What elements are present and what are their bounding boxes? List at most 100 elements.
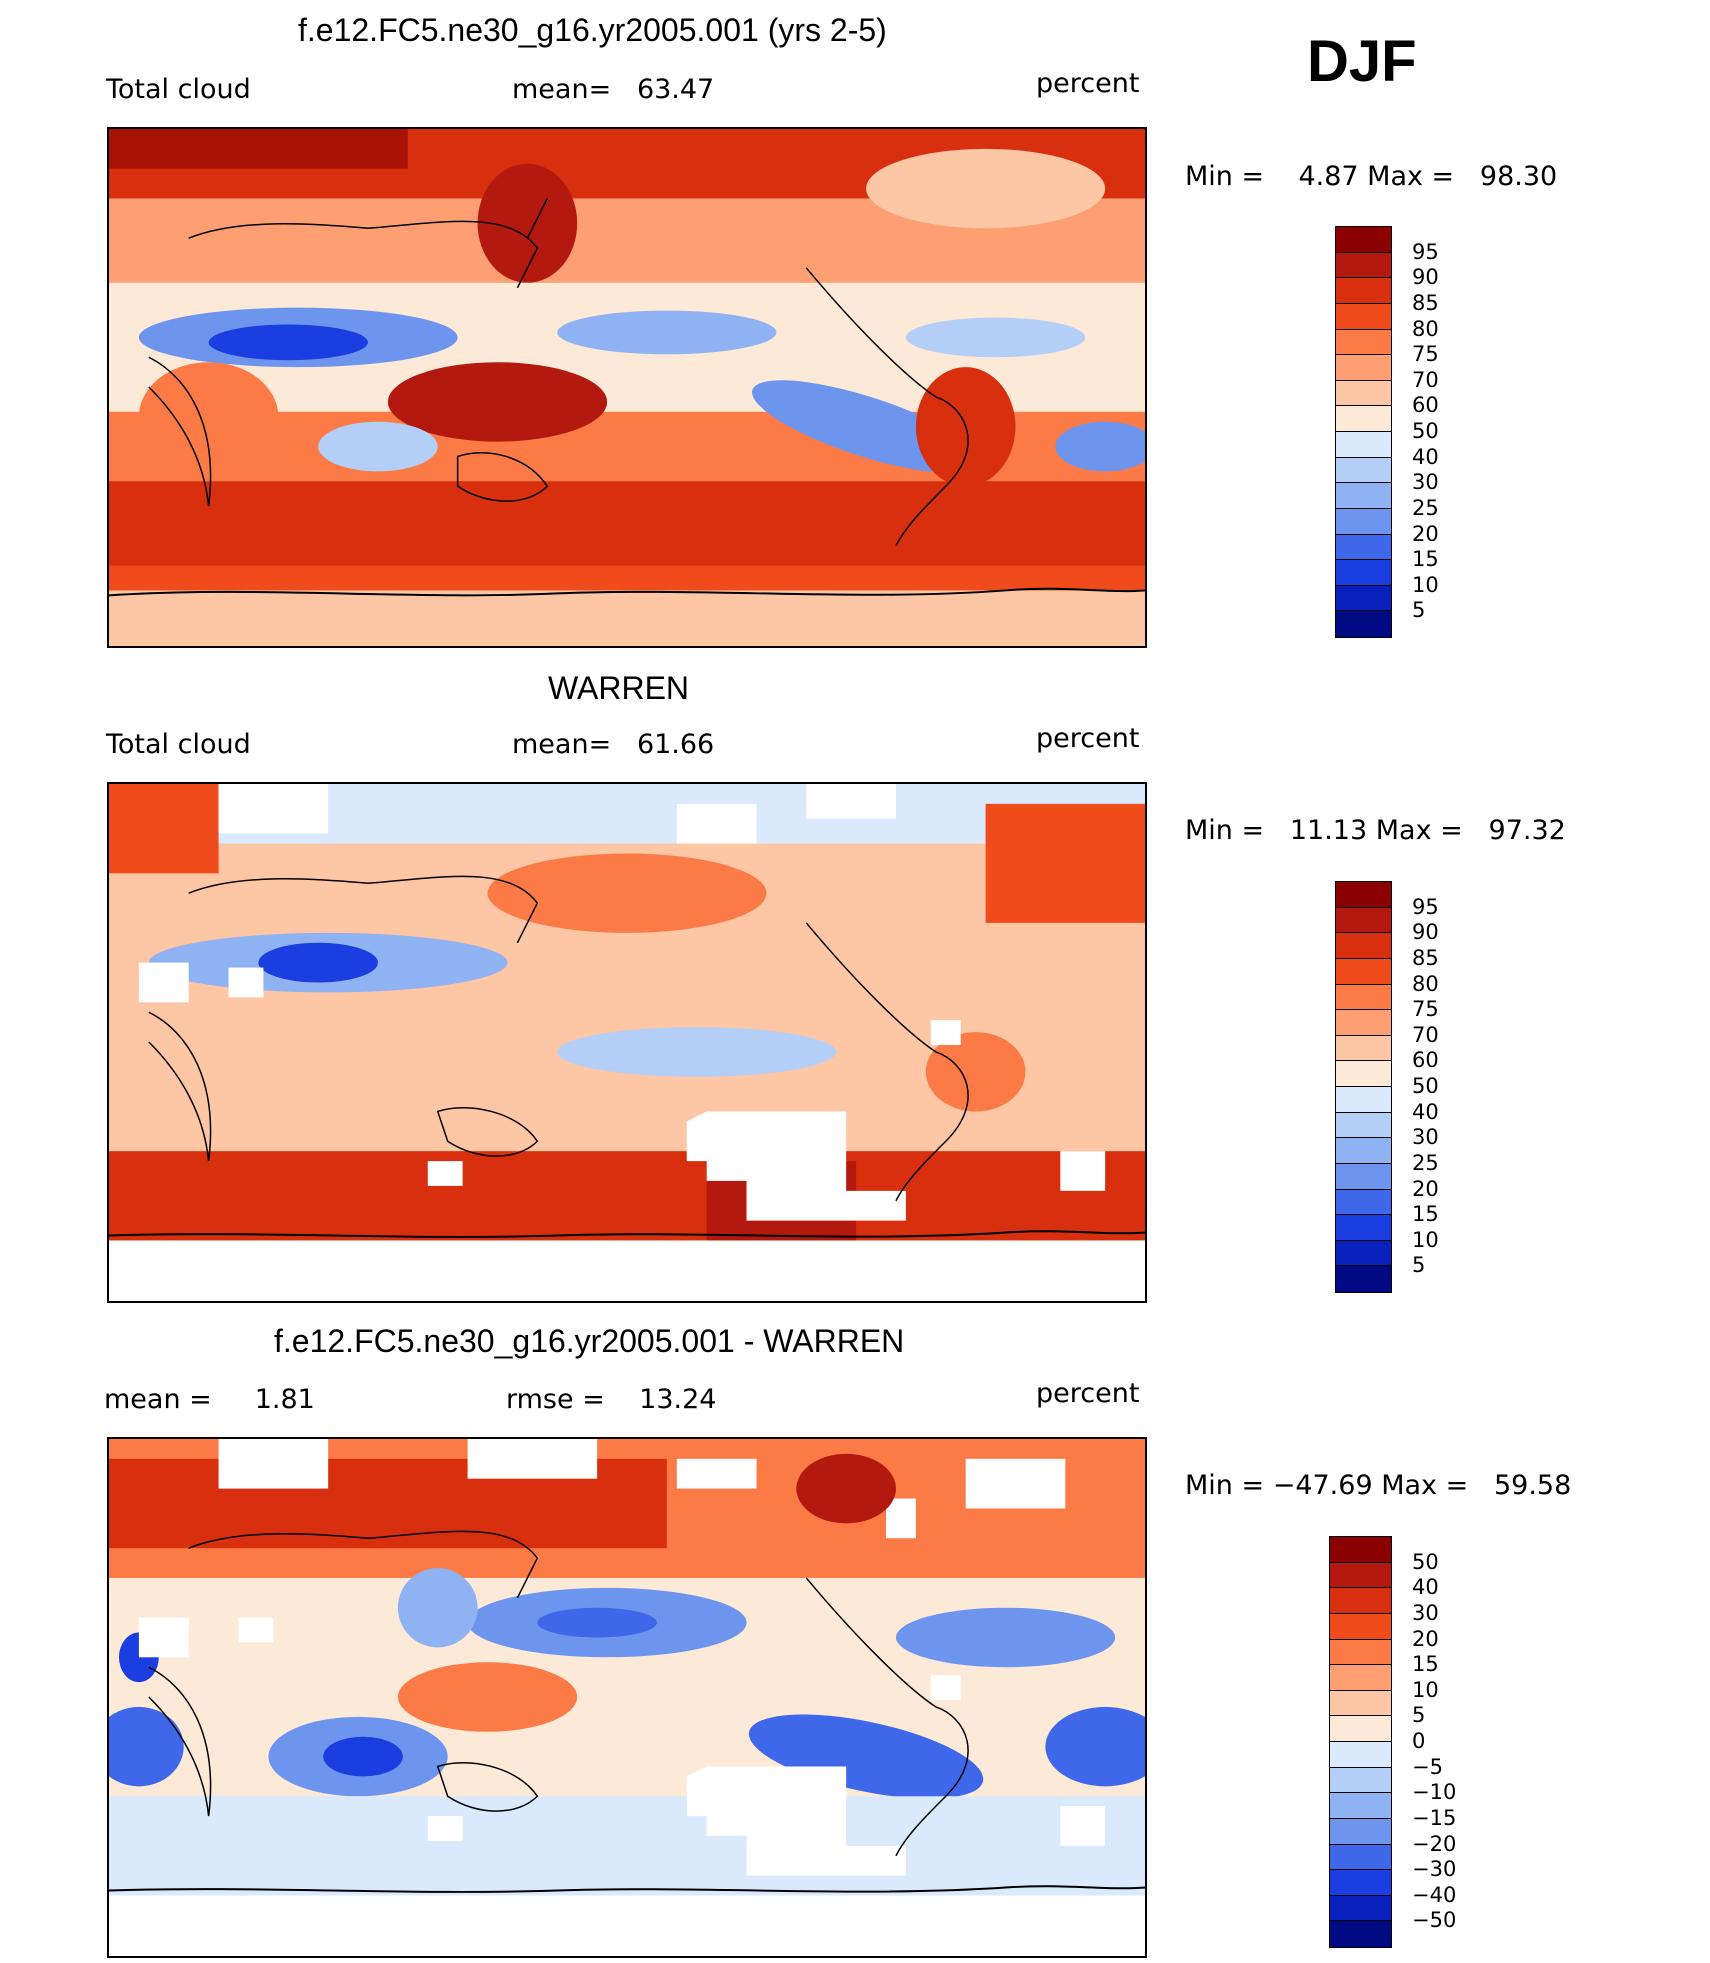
colorbar-swatch	[1330, 1742, 1391, 1768]
colorbar-swatch	[1330, 1537, 1391, 1563]
colorbar-tick-label: 5	[1412, 1703, 1426, 1728]
colorbar-tick-label: 10	[1412, 572, 1439, 597]
colorbar-tick-label: −50	[1412, 1908, 1457, 1933]
panel2-colorbar-labels: 95 90 85 80 75 70 60 50 40 30 25 20 15 10 5	[1412, 881, 1472, 1293]
panel3-colorbar	[1329, 1536, 1392, 1948]
colorbar-swatch	[1330, 1870, 1391, 1896]
colorbar-tick-label: 75	[1412, 997, 1439, 1022]
colorbar-tick-label: 70	[1412, 367, 1439, 392]
colorbar-swatch	[1336, 1010, 1391, 1036]
colorbar-tick-label: 5	[1412, 1253, 1426, 1278]
colorbar-swatch	[1336, 1087, 1391, 1113]
colorbar-swatch	[1330, 1767, 1391, 1794]
colorbar-tick-label: −10	[1412, 1780, 1457, 1805]
panel1-colorbar-labels: 95 90 85 80 75 70 60 50 40 30 25 20 15 10 5	[1412, 226, 1472, 638]
colorbar-tick-label: −5	[1412, 1754, 1443, 1779]
colorbar-tick-label: 90	[1412, 265, 1439, 290]
colorbar-swatch	[1330, 1921, 1391, 1947]
colorbar-swatch	[1336, 1112, 1391, 1139]
panel1-title: f.e12.FC5.ne30_g16.yr2005.001 (yrs 2-5)	[298, 12, 887, 48]
colorbar-tick-label: −20	[1412, 1831, 1457, 1856]
colorbar-tick-label: 70	[1412, 1022, 1439, 1047]
colorbar-swatch	[1336, 483, 1391, 509]
colorbar-tick-label: 40	[1412, 1575, 1439, 1600]
colorbar-swatch	[1330, 1588, 1391, 1614]
panel2-minmax: Min = 11.13 Max = 97.32	[1185, 815, 1566, 846]
panel2-map	[107, 782, 1147, 1303]
colorbar-swatch	[1330, 1716, 1391, 1742]
colorbar-tick-label: 0	[1412, 1729, 1426, 1753]
colorbar-tick-label: 20	[1412, 1176, 1439, 1201]
colorbar-swatch	[1330, 1690, 1391, 1717]
panel1-mean-label: mean= 63.47	[512, 74, 715, 105]
colorbar-swatch	[1336, 560, 1391, 586]
colorbar-swatch	[1336, 907, 1391, 934]
colorbar-tick-label: 50	[1412, 419, 1439, 443]
colorbar-swatch	[1330, 1818, 1391, 1845]
panel3-mean-label: mean = 1.81	[104, 1384, 315, 1415]
panel1-map	[107, 127, 1147, 648]
colorbar-tick-label: 40	[1412, 1099, 1439, 1124]
colorbar-tick-label: 80	[1412, 971, 1439, 996]
colorbar-tick-label: −40	[1412, 1882, 1457, 1907]
colorbar-swatch	[1336, 227, 1391, 253]
colorbar-swatch	[1336, 984, 1391, 1011]
colorbar-swatch	[1336, 1266, 1391, 1292]
colorbar-swatch	[1336, 1163, 1391, 1190]
colorbar-swatch	[1336, 1035, 1391, 1062]
colorbar-tick-label: 95	[1412, 894, 1439, 919]
colorbar-swatch	[1336, 355, 1391, 381]
colorbar-tick-label: 40	[1412, 444, 1439, 469]
colorbar-swatch	[1336, 457, 1391, 484]
colorbar-swatch	[1336, 1215, 1391, 1241]
colorbar-tick-label: −15	[1412, 1805, 1457, 1830]
colorbar-swatch	[1330, 1613, 1391, 1640]
colorbar-tick-label: 60	[1412, 393, 1439, 418]
panel2-title: WARREN	[548, 670, 690, 706]
colorbar-tick-label: 25	[1412, 495, 1439, 520]
colorbar-tick-label: 25	[1412, 1150, 1439, 1175]
colorbar-tick-label: 50	[1412, 1074, 1439, 1098]
panel2-colorbar	[1335, 881, 1392, 1293]
colorbar-swatch	[1336, 278, 1391, 304]
panel1-colorbar	[1335, 226, 1392, 638]
colorbar-swatch	[1330, 1639, 1391, 1666]
colorbar-swatch	[1330, 1895, 1391, 1922]
colorbar-tick-label: 15	[1412, 1202, 1439, 1227]
colorbar-tick-label: 10	[1412, 1227, 1439, 1252]
colorbar-swatch	[1336, 1061, 1391, 1087]
panel2-mean-label: mean= 61.66	[512, 729, 715, 760]
colorbar-swatch	[1336, 534, 1391, 561]
colorbar-tick-label: 50	[1412, 1549, 1439, 1574]
colorbar-tick-label: 20	[1412, 1626, 1439, 1651]
panel2-units-label: percent	[1036, 723, 1140, 754]
colorbar-tick-label: 20	[1412, 521, 1439, 546]
panel1-units-label: percent	[1036, 68, 1140, 99]
colorbar-swatch	[1336, 432, 1391, 458]
panel1-variable-label: Total cloud	[106, 74, 251, 105]
colorbar-tick-label: 95	[1412, 239, 1439, 264]
colorbar-swatch	[1330, 1562, 1391, 1589]
panel3-units-label: percent	[1036, 1378, 1140, 1409]
colorbar-swatch	[1336, 958, 1391, 985]
colorbar-tick-label: −30	[1412, 1857, 1457, 1882]
colorbar-tick-label: 30	[1412, 1125, 1439, 1150]
panel3-title: f.e12.FC5.ne30_g16.yr2005.001 - WARREN	[274, 1323, 905, 1359]
colorbar-swatch	[1330, 1665, 1391, 1691]
colorbar-tick-label: 80	[1412, 316, 1439, 341]
colorbar-tick-label: 90	[1412, 920, 1439, 945]
panel3-minmax: Min = −47.69 Max = 59.58	[1185, 1470, 1572, 1501]
colorbar-swatch	[1336, 933, 1391, 959]
colorbar-swatch	[1336, 380, 1391, 407]
colorbar-tick-label: 85	[1412, 290, 1439, 315]
colorbar-swatch	[1336, 611, 1391, 637]
colorbar-swatch	[1330, 1793, 1391, 1819]
colorbar-tick-label: 15	[1412, 547, 1439, 572]
colorbar-swatch	[1336, 406, 1391, 432]
colorbar-swatch	[1336, 1240, 1391, 1267]
colorbar-swatch	[1336, 303, 1391, 330]
colorbar-tick-label: 10	[1412, 1677, 1439, 1702]
panel1-minmax: Min = 4.87 Max = 98.30	[1185, 161, 1558, 192]
colorbar-tick-label: 85	[1412, 945, 1439, 970]
colorbar-swatch	[1336, 252, 1391, 279]
